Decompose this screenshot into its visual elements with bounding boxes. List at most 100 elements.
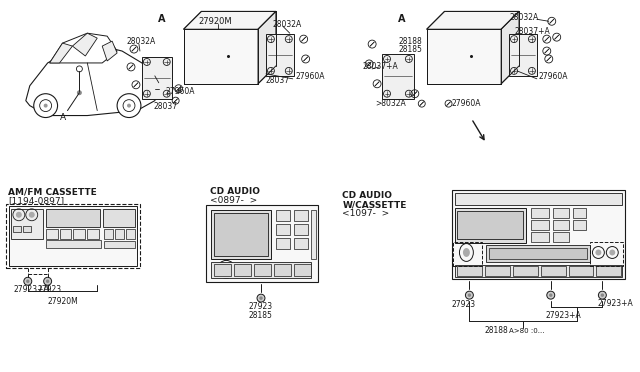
Text: 27923: 27923 [248, 302, 272, 311]
Bar [153, 76, 159, 94]
Bar [266, 34, 294, 76]
Bar [294, 238, 308, 248]
Circle shape [117, 94, 141, 118]
Bar [184, 29, 258, 84]
Bar [74, 229, 85, 238]
Bar [294, 224, 308, 235]
Text: 28032A: 28032A [126, 36, 156, 46]
Ellipse shape [26, 279, 29, 283]
Text: 28032A: 28032A [509, 13, 538, 22]
Bar [276, 224, 290, 235]
Bar [553, 220, 568, 230]
Bar [274, 264, 291, 276]
Text: 28185: 28185 [248, 311, 272, 321]
Text: A: A [398, 14, 406, 24]
Text: 27923: 27923 [38, 285, 62, 294]
Bar [541, 266, 566, 276]
Text: AM/FM CASSETTE: AM/FM CASSETTE [8, 187, 97, 196]
Polygon shape [501, 11, 519, 84]
Bar [489, 247, 588, 259]
Bar [310, 210, 316, 259]
Bar [458, 266, 483, 276]
Text: CD AUDIO: CD AUDIO [342, 192, 392, 201]
Text: 28188: 28188 [484, 326, 508, 336]
Polygon shape [50, 43, 72, 63]
Text: <0897-  >: <0897- > [211, 196, 258, 205]
Bar [6, 204, 140, 268]
Polygon shape [102, 41, 117, 61]
Text: 28032A: 28032A [273, 20, 302, 29]
Text: 27960A: 27960A [539, 72, 568, 81]
Polygon shape [258, 11, 276, 84]
Polygon shape [427, 29, 501, 84]
Bar [45, 209, 100, 227]
Text: [1194-0897]: [1194-0897] [8, 196, 64, 205]
Bar [485, 266, 510, 276]
Circle shape [127, 104, 131, 108]
Bar [115, 229, 124, 238]
Text: 27960A: 27960A [452, 99, 481, 108]
Polygon shape [427, 11, 519, 29]
Bar [294, 210, 308, 221]
Circle shape [44, 104, 47, 108]
Text: 27923+A: 27923+A [597, 299, 633, 308]
Ellipse shape [257, 294, 265, 302]
Bar [509, 34, 537, 76]
Bar [531, 208, 548, 218]
Polygon shape [184, 11, 276, 29]
Bar [11, 209, 43, 238]
Ellipse shape [24, 277, 32, 285]
Circle shape [34, 94, 58, 118]
Ellipse shape [600, 294, 604, 297]
Bar [573, 220, 586, 230]
Text: A: A [158, 14, 166, 24]
Ellipse shape [465, 291, 474, 299]
Circle shape [77, 90, 82, 95]
Text: CD AUDIO: CD AUDIO [211, 187, 260, 196]
Bar [596, 266, 621, 276]
Text: A: A [60, 113, 65, 122]
Bar [553, 208, 568, 218]
Bar [513, 266, 538, 276]
Bar [427, 29, 501, 84]
Text: 27920M: 27920M [198, 17, 232, 26]
Ellipse shape [549, 294, 552, 297]
Bar [104, 241, 135, 247]
Bar [553, 232, 568, 241]
Ellipse shape [46, 279, 49, 283]
Ellipse shape [598, 291, 606, 299]
Bar [254, 264, 271, 276]
Bar [452, 190, 625, 279]
Bar [87, 229, 99, 238]
Text: <1097-  >: <1097- > [342, 209, 390, 218]
Polygon shape [72, 33, 97, 56]
Bar [211, 210, 271, 259]
Text: 27920M: 27920M [47, 296, 78, 306]
Text: 28037+A: 28037+A [514, 27, 550, 36]
Ellipse shape [468, 294, 471, 297]
Text: 27923+A: 27923+A [546, 311, 582, 320]
Circle shape [16, 212, 22, 218]
Bar [13, 226, 21, 232]
Bar [452, 241, 483, 266]
Bar [103, 209, 135, 227]
Bar [45, 229, 58, 238]
Ellipse shape [44, 277, 52, 285]
Bar [211, 262, 310, 278]
Text: A>80 :0...: A>80 :0... [509, 328, 545, 334]
Bar [45, 240, 101, 247]
Bar [294, 264, 310, 276]
Bar [142, 57, 172, 99]
Bar [454, 208, 526, 243]
Circle shape [221, 264, 231, 274]
Bar [573, 208, 586, 218]
Text: >8032A: >8032A [375, 99, 406, 108]
Text: 27960A: 27960A [296, 72, 325, 81]
Ellipse shape [547, 291, 555, 299]
Text: 28037: 28037 [154, 102, 178, 111]
Polygon shape [50, 33, 117, 63]
Bar [382, 54, 414, 99]
Circle shape [609, 250, 615, 256]
Text: 28037+A: 28037+A [362, 62, 398, 71]
Text: 27923+A: 27923+A [14, 285, 50, 294]
